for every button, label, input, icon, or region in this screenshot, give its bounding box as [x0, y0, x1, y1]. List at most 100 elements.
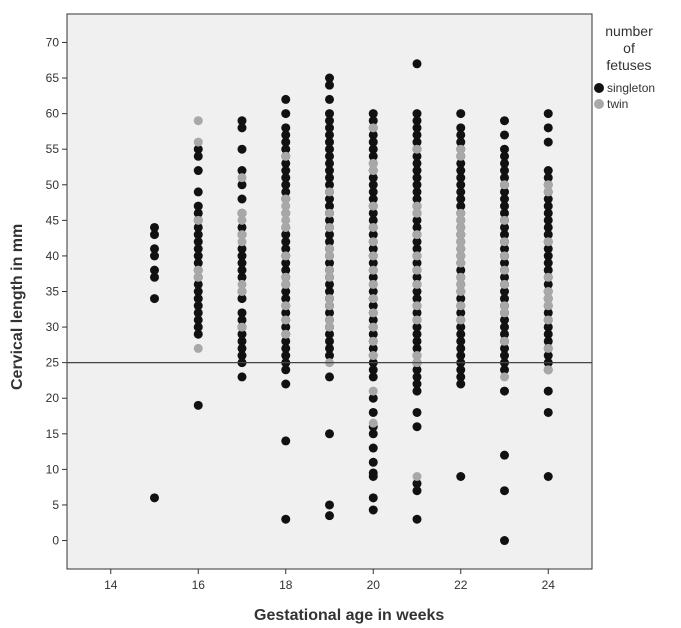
point-twin: [325, 222, 334, 232]
point-twin: [368, 279, 378, 289]
point-twin: [543, 343, 553, 353]
point-twin: [281, 194, 291, 204]
point-singleton: [193, 308, 203, 318]
point-singleton: [456, 322, 466, 332]
point-twin: [368, 166, 378, 176]
point-singleton: [500, 343, 509, 353]
point-twin: [368, 351, 378, 361]
point-singleton: [412, 343, 422, 353]
point-singleton: [500, 365, 509, 375]
point-singleton: [456, 365, 466, 375]
point-twin: [500, 279, 509, 289]
x-tick-label: 22: [454, 578, 468, 592]
point-singleton: [368, 329, 378, 339]
point-twin: [368, 308, 378, 318]
point-singleton: [237, 294, 247, 304]
y-tick-label: 0: [52, 534, 59, 548]
point-singleton: [543, 251, 553, 261]
point-singleton: [543, 407, 553, 417]
point-singleton: [281, 123, 291, 133]
y-tick-label: 25: [46, 356, 60, 370]
point-singleton: [456, 158, 466, 168]
point-twin: [325, 208, 334, 218]
point-singleton: [325, 151, 334, 161]
point-twin: [412, 351, 422, 361]
point-singleton: [325, 429, 334, 439]
point-singleton: [456, 109, 466, 119]
point-singleton: [412, 116, 422, 126]
point-twin: [193, 343, 203, 353]
point-singleton: [325, 500, 334, 510]
point-twin: [368, 251, 378, 261]
point-singleton: [193, 201, 203, 211]
y-tick-label: 65: [46, 71, 60, 85]
point-singleton: [412, 294, 422, 304]
y-tick-label: 20: [46, 391, 60, 405]
point-singleton: [412, 407, 422, 417]
point-singleton: [500, 173, 509, 183]
point-singleton: [543, 123, 553, 133]
point-twin: [500, 308, 509, 318]
y-tick-label: 35: [46, 285, 60, 299]
x-tick-label: 14: [104, 578, 118, 592]
point-twin: [456, 279, 466, 289]
point-twin: [456, 222, 466, 232]
point-singleton: [150, 230, 159, 240]
point-twin: [193, 265, 203, 275]
point-twin: [500, 372, 509, 382]
point-twin: [325, 322, 334, 332]
point-singleton: [500, 208, 509, 218]
point-singleton: [325, 137, 334, 147]
point-singleton: [456, 336, 466, 346]
point-singleton: [412, 158, 422, 168]
point-singleton: [281, 144, 291, 154]
point-singleton: [500, 166, 509, 176]
point-singleton: [325, 372, 334, 382]
point-singleton: [368, 258, 378, 268]
point-singleton: [281, 130, 291, 140]
point-singleton: [368, 393, 378, 403]
point-twin: [325, 265, 334, 275]
point-singleton: [543, 308, 553, 318]
point-twin: [456, 251, 466, 261]
point-singleton: [325, 73, 334, 83]
point-singleton: [543, 173, 553, 183]
point-singleton: [456, 308, 466, 318]
point-singleton: [237, 123, 247, 133]
point-singleton: [543, 109, 553, 119]
point-singleton: [543, 279, 553, 289]
point-singleton: [237, 329, 247, 339]
point-singleton: [281, 379, 291, 389]
point-singleton: [325, 194, 334, 204]
point-singleton: [368, 137, 378, 147]
point-singleton: [543, 265, 553, 275]
y-tick-label: 70: [46, 35, 60, 49]
point-singleton: [412, 187, 422, 197]
point-singleton: [237, 166, 247, 176]
point-singleton: [412, 151, 422, 161]
point-singleton: [412, 479, 422, 489]
point-singleton: [237, 265, 247, 275]
point-singleton: [193, 237, 203, 247]
point-twin: [456, 315, 466, 325]
x-tick-label: 24: [542, 578, 556, 592]
point-singleton: [368, 372, 378, 382]
point-singleton: [325, 94, 334, 104]
point-singleton: [237, 343, 247, 353]
point-singleton: [412, 244, 422, 254]
point-twin: [456, 151, 466, 161]
point-singleton: [281, 351, 291, 361]
point-singleton: [500, 536, 509, 546]
y-tick-label: 50: [46, 178, 60, 192]
point-singleton: [237, 116, 247, 126]
point-twin: [456, 230, 466, 240]
point-singleton: [368, 116, 378, 126]
point-singleton: [325, 130, 334, 140]
point-twin: [456, 301, 466, 311]
point-singleton: [150, 272, 159, 282]
point-singleton: [543, 201, 553, 211]
point-twin: [281, 315, 291, 325]
point-twin: [281, 222, 291, 232]
point-singleton: [281, 308, 291, 318]
